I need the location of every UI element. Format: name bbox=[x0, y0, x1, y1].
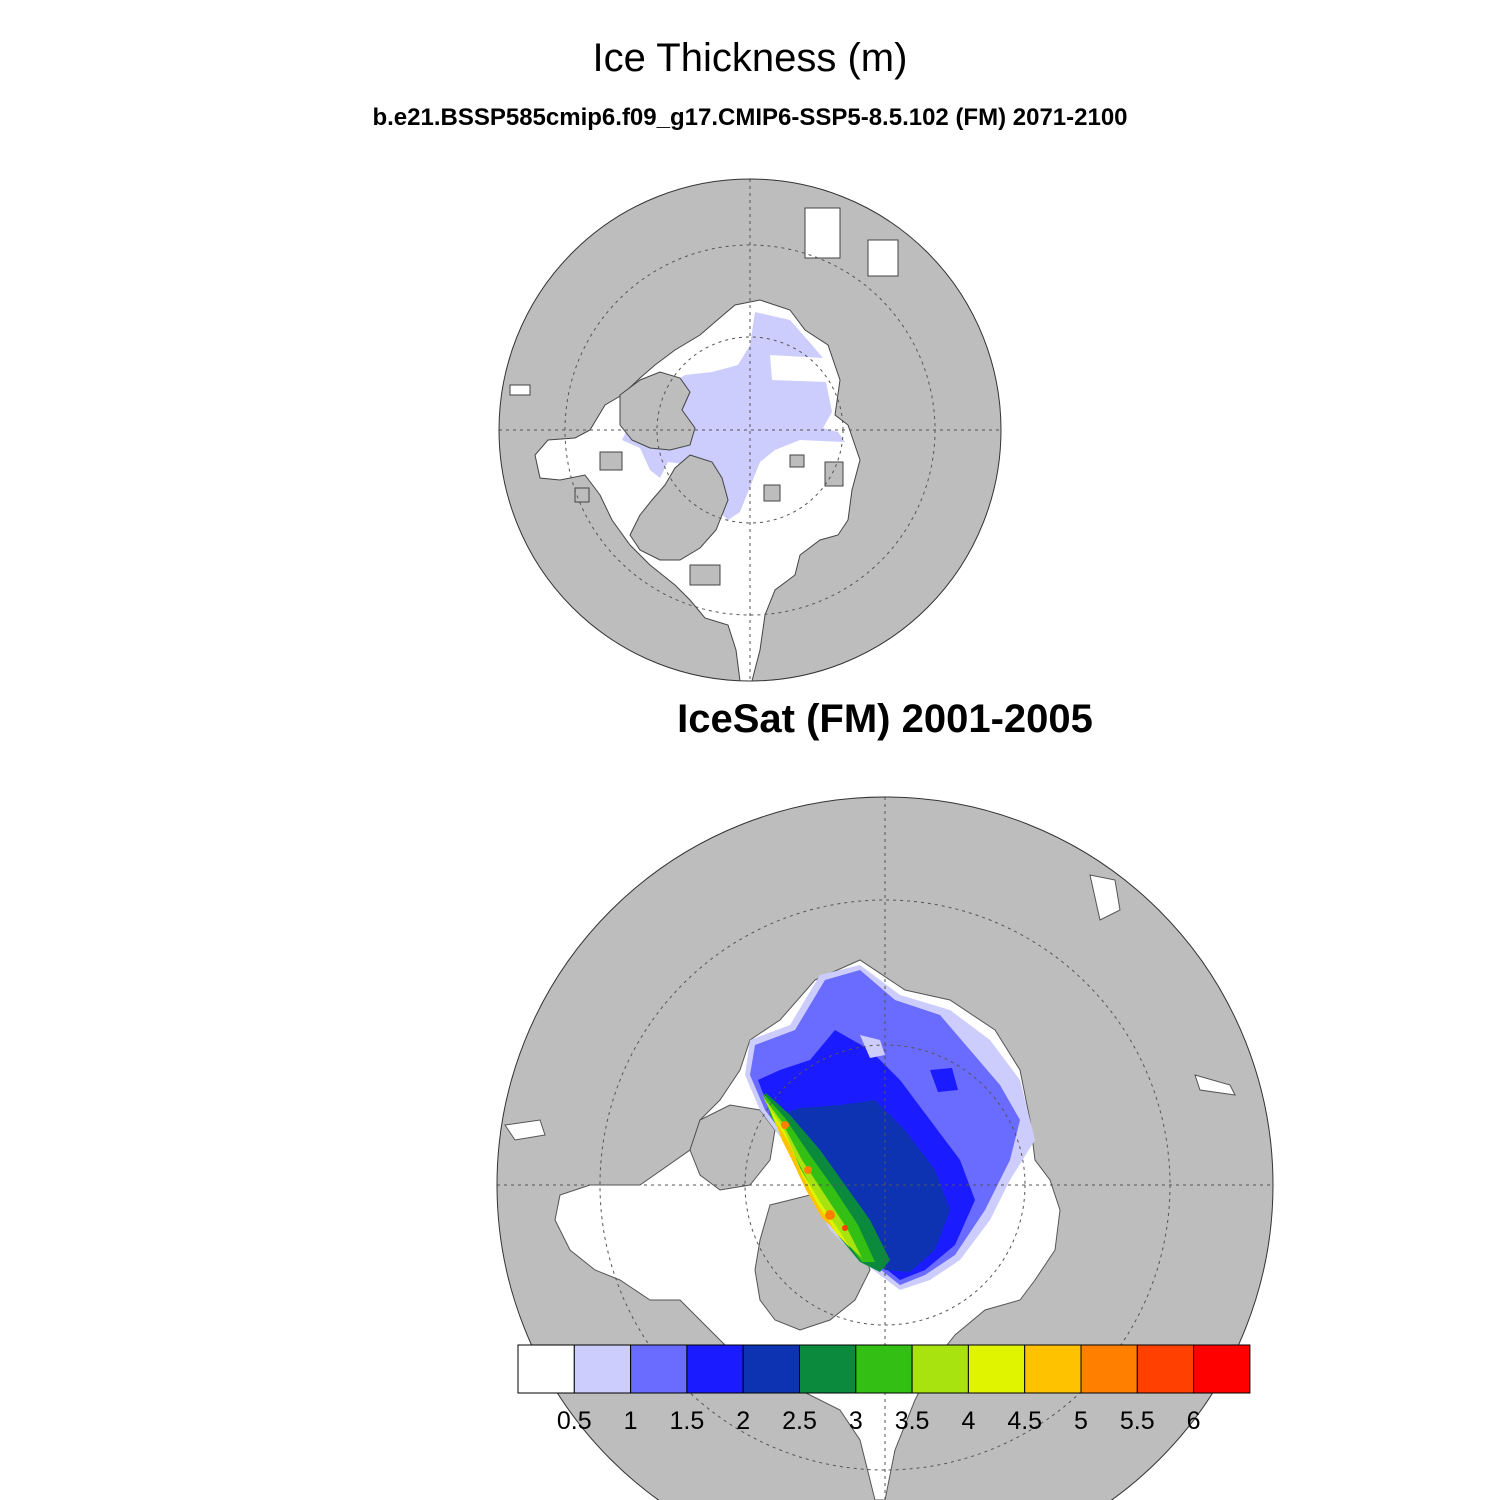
panel1-greenland bbox=[629, 454, 729, 561]
ice-band-4 bbox=[778, 1100, 950, 1272]
panel2-graticule bbox=[497, 797, 1273, 1500]
panel1-map-border bbox=[498, 178, 1002, 682]
panel1-island bbox=[789, 454, 805, 468]
colorbar-tick-label: 5 bbox=[1074, 1407, 1088, 1435]
colorbar-tick-label: 0.5 bbox=[557, 1407, 592, 1435]
colorbar-swatch bbox=[686, 1344, 744, 1394]
panel2-island bbox=[1194, 1074, 1236, 1096]
ice-band-9 bbox=[775, 1120, 835, 1230]
panel1-island bbox=[574, 487, 590, 503]
ice-band-7 bbox=[762, 1095, 862, 1258]
ice-peak bbox=[781, 1121, 789, 1129]
colorbar-swatch bbox=[630, 1344, 688, 1394]
colorbar-swatch bbox=[1024, 1344, 1082, 1394]
colorbar-tick-label: 2 bbox=[736, 1407, 750, 1435]
colorbar-tick-label: 5.5 bbox=[1120, 1407, 1155, 1435]
colorbar-swatch bbox=[1136, 1344, 1195, 1394]
colorbar-swatch bbox=[742, 1344, 801, 1394]
colorbar-swatch bbox=[1193, 1344, 1251, 1394]
colorbar-swatch bbox=[517, 1344, 575, 1394]
ice-polynya bbox=[930, 1068, 958, 1092]
panel1-island bbox=[689, 564, 721, 586]
ice-peak bbox=[804, 1166, 812, 1174]
ice-peak bbox=[842, 1225, 848, 1231]
colorbar-tick-label: 3 bbox=[849, 1407, 863, 1435]
panel1-island bbox=[599, 451, 623, 471]
panel1-island bbox=[867, 239, 899, 277]
colorbar-swatch bbox=[1080, 1344, 1138, 1394]
panel2-archipelago bbox=[689, 1104, 776, 1191]
colorbar-swatch bbox=[573, 1344, 632, 1394]
panel1-island bbox=[763, 484, 781, 502]
panel2-island bbox=[1089, 874, 1121, 921]
panel1-graticule bbox=[499, 179, 1001, 681]
colorbar-swatch bbox=[967, 1344, 1026, 1394]
panel1-map bbox=[498, 178, 1002, 682]
panel2-map bbox=[496, 796, 1274, 1500]
panel2-island bbox=[504, 1119, 546, 1141]
figure-title: Ice Thickness (m) bbox=[592, 36, 908, 80]
colorbar-tick-label: 4 bbox=[961, 1407, 975, 1435]
colorbar-tick-label: 1.5 bbox=[670, 1407, 705, 1435]
ice-band-6 bbox=[763, 1093, 875, 1262]
colorbar-tick-label: 1 bbox=[624, 1407, 638, 1435]
colorbar-swatch bbox=[911, 1344, 969, 1394]
colorbar-tick-label: 6 bbox=[1187, 1407, 1201, 1435]
panel1-island bbox=[804, 207, 841, 259]
ice-polynya bbox=[860, 1035, 885, 1058]
panel1-island bbox=[509, 384, 531, 396]
colorbar: 0.5 1 1.5 2 2.5 3 3.5 4 4.5 5 5.5 6 bbox=[517, 1344, 1251, 1435]
panel1-island bbox=[824, 461, 844, 487]
panel2-map-border bbox=[496, 796, 1274, 1500]
panel2-title: IceSat (FM) 2001-2005 bbox=[677, 697, 1093, 741]
colorbar-tick-label: 2.5 bbox=[782, 1407, 817, 1435]
ice-peak bbox=[825, 1210, 835, 1220]
panel1-ice-area bbox=[622, 312, 845, 520]
colorbar-tick-label: 3.5 bbox=[895, 1407, 930, 1435]
ice-band-8 bbox=[768, 1105, 850, 1248]
colorbar-swatch bbox=[855, 1344, 913, 1394]
panel1-title: b.e21.BSSP585cmip6.f09_g17.CMIP6-SSP5-8.… bbox=[372, 104, 1128, 131]
colorbar-tick-label: 4.5 bbox=[1007, 1407, 1042, 1435]
colorbar-swatch bbox=[799, 1344, 857, 1394]
